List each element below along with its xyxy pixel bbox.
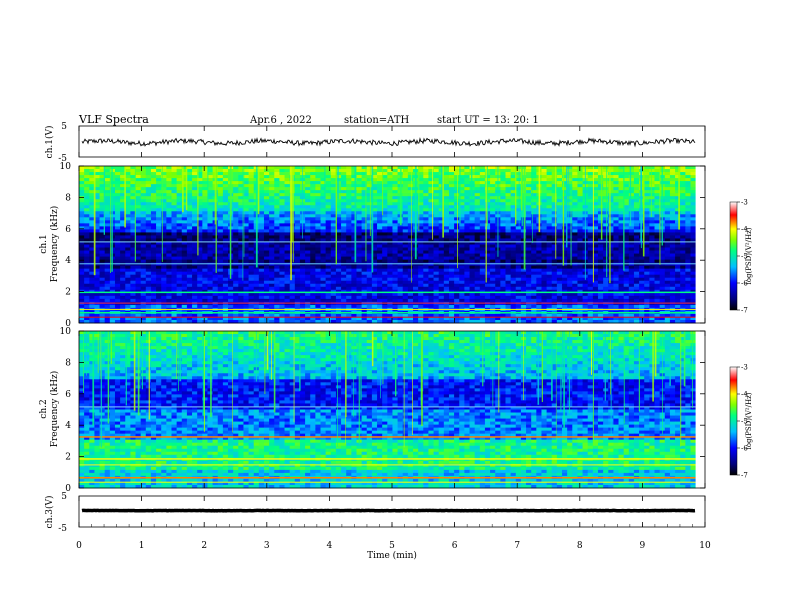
- ch1-colorbar-tick: -7: [741, 307, 748, 315]
- ch1-voltage-trace: [82, 139, 695, 146]
- ch1-freq-tick: 10: [60, 162, 72, 172]
- ch3-voltage-tick-top: 5: [61, 492, 67, 502]
- time-tick-label: 10: [699, 541, 711, 551]
- ch2-freq-tick: 4: [65, 421, 71, 431]
- figure-title: VLF Spectra: [78, 113, 149, 126]
- ch2-colorbar-tick: -3: [741, 364, 748, 372]
- ch1-voltage-ylabel: ch.1(V): [44, 126, 55, 159]
- ch2-ylabel-channel: ch.2: [39, 399, 49, 418]
- ch1-freq-tick: 4: [65, 256, 71, 266]
- ch2-colorbar-tick: -7: [741, 472, 748, 480]
- ch1-spectrogram-ylabel-line1: ch.1: [39, 234, 49, 253]
- ch2-spectrogram-ylabel-line2: Frequency (kHz): [49, 371, 60, 448]
- ch1-ylabel-frequency: Frequency (kHz): [49, 206, 60, 283]
- ch1-colorbar-label: log(PSD)(V²/Hz): [745, 227, 753, 284]
- ch1-freq-tick: 6: [65, 225, 71, 235]
- time-tick-label: 1: [139, 541, 145, 551]
- ch2-freq-tick: 2: [65, 453, 71, 463]
- time-tick-label: 8: [577, 541, 583, 551]
- ch2-spectrogram-ylabel-line1: ch.2: [39, 399, 49, 418]
- ch3-voltage-ylabel: ch.3(V): [44, 496, 55, 529]
- time-tick-label: 3: [264, 541, 270, 551]
- ch2-freq-tick: 8: [65, 358, 71, 368]
- time-tick-label: 5: [389, 541, 395, 551]
- ch1-voltage-tick-top: 5: [61, 122, 67, 132]
- time-axis-label: Time (min): [367, 550, 417, 561]
- ch2-ylabel-frequency: Frequency (kHz): [49, 371, 60, 448]
- ch2-colorbar: [730, 367, 737, 475]
- time-tick-label: 2: [201, 541, 207, 551]
- ch3-voltage-panel: 5 -5 ch.3(V): [44, 492, 705, 534]
- header-date: Apr.6 , 2022: [249, 115, 312, 126]
- ch1-spectrogram-ylabel-line2: Frequency (kHz): [49, 206, 60, 283]
- ch1-spectrogram: [79, 166, 705, 323]
- ch2-freq-tick: 6: [65, 390, 71, 400]
- time-tick-label: 6: [452, 541, 458, 551]
- header-station: station=ATH: [344, 115, 410, 126]
- ch1-colorbar: [730, 202, 737, 310]
- header-start-time: start UT = 13: 20: 1: [437, 115, 539, 126]
- time-tick-label: 4: [327, 541, 333, 551]
- ch1-freq-tick: 8: [65, 193, 71, 203]
- ch1-colorbar-tick: -3: [741, 199, 748, 207]
- ch2-spectrogram: [79, 331, 705, 488]
- ch1-freq-tick: 2: [65, 288, 71, 298]
- time-tick-label: 0: [76, 541, 82, 551]
- ch2-colorbar-label: log(PSD)(V²/Hz): [745, 392, 753, 449]
- ch1-voltage-panel: 5 -5 ch.1(V): [44, 122, 705, 164]
- ch1-ylabel-channel: ch.1: [39, 234, 49, 253]
- ch3-voltage-tick-bottom: -5: [58, 524, 67, 534]
- ch2-freq-tick: 10: [60, 327, 72, 337]
- time-tick-label: 9: [640, 541, 646, 551]
- time-tick-label: 7: [514, 541, 520, 551]
